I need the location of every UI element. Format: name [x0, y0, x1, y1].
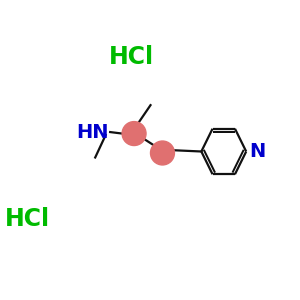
Circle shape — [151, 141, 174, 165]
Text: N: N — [249, 142, 266, 161]
Circle shape — [122, 122, 146, 146]
Text: HCl: HCl — [109, 45, 154, 69]
Text: HN: HN — [76, 123, 109, 142]
Text: HCl: HCl — [5, 207, 50, 231]
